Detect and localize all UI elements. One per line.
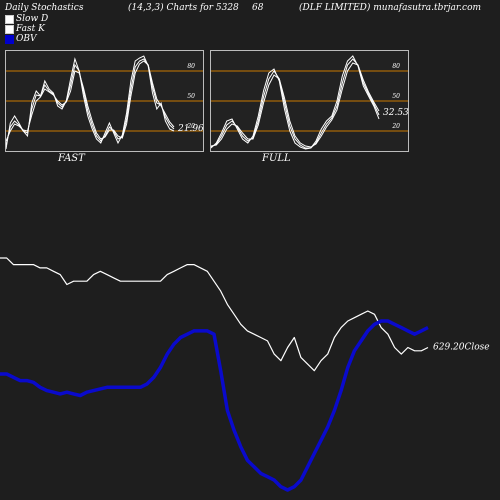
slow-d-swatch (5, 14, 14, 24)
obv-line (0, 319, 429, 492)
header-params: (14,3,3) Charts for 5328 (128, 3, 239, 13)
legend-obv: OBV (5, 34, 37, 44)
obv-swatch (5, 34, 14, 44)
fast-k-label: Fast K (16, 24, 45, 34)
fast-series-line-0 (6, 55, 175, 150)
header-code: 68 (252, 3, 264, 13)
fast-k-swatch (5, 24, 14, 34)
full-stochastic-panel: 80 50 20 32.53 (210, 50, 409, 152)
full-tick-label-50: 50 (392, 93, 400, 100)
fast-panel-title: FAST (58, 153, 85, 164)
slow-d-label: Slow D (16, 14, 49, 24)
header-title: Daily Stochastics (5, 3, 84, 13)
header-source: (DLF LIMITED) munafasutra.tbrjar.com (299, 3, 482, 13)
fast-tick-label-20: 20 (186, 123, 195, 130)
fast-series-line-2 (6, 60, 175, 142)
full-last-value-label: 32.53 (383, 108, 408, 118)
obv-label: OBV (16, 34, 37, 44)
fast-last-value-label: 21.96 (177, 124, 203, 134)
fast-tick-label-80: 80 (187, 63, 195, 70)
fast-tick-label-50: 50 (187, 93, 195, 100)
legend-fast-k: Fast K (5, 24, 45, 34)
full-tick-label-80: 80 (392, 63, 400, 70)
full-series-line-2 (211, 62, 380, 148)
fast-stochastic-panel: 80 50 20 21.96 (5, 50, 204, 152)
fast-series-line-1 (6, 58, 175, 146)
price-line (0, 257, 429, 372)
full-panel-title: FULL (262, 153, 291, 164)
full-series-line-1 (211, 58, 380, 149)
close-value-label: 629.20Close (433, 342, 490, 352)
legend-slow-d: Slow D (5, 14, 48, 24)
full-stochastic-chart: 80 50 20 32.53 (211, 51, 408, 151)
full-tick-label-20: 20 (391, 123, 400, 130)
full-series-line-0 (211, 55, 380, 150)
